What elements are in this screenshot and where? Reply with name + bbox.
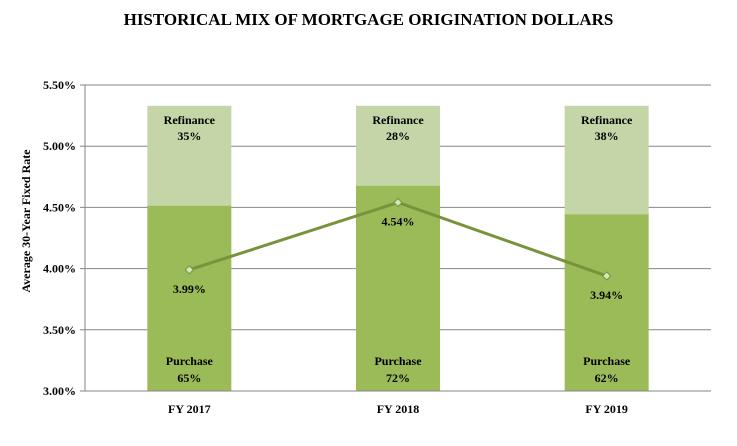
rate-line [184, 197, 612, 281]
purchase-name-label: Purchase [166, 354, 214, 368]
purchase-bar [356, 185, 440, 391]
x-tick-label: FY 2017 [168, 402, 211, 416]
axes: 3.00% 3.50% 4.00% 4.50% 5.00% 5.50% FY 2017 FY … [43, 78, 711, 416]
y-tick-label: 3.50% [43, 323, 76, 337]
refinance-name-label: Refinance [164, 113, 216, 127]
refinance-bar [356, 105, 440, 186]
rate-value-label: 3.94% [590, 288, 623, 302]
y-axis-title: Average 30-Year Fixed Rate [19, 149, 33, 293]
refinance-bar [147, 105, 232, 206]
y-tick-label: 5.50% [43, 78, 76, 92]
x-tick-label: FY 2019 [585, 402, 628, 416]
chart-title: HISTORICAL MIX OF MORTGAGE ORIGINATION D… [123, 10, 614, 29]
y-tick-label: 4.00% [43, 262, 76, 276]
purchase-share-label: 65% [177, 371, 201, 385]
y-tick-label: 4.50% [43, 200, 76, 214]
y-tick-label: 3.00% [43, 384, 76, 398]
refinance-name-label: Refinance [372, 113, 424, 127]
purchase-share-label: 72% [386, 371, 410, 385]
refinance-share-label: 38% [595, 129, 619, 143]
purchase-name-label: Purchase [374, 354, 422, 368]
refinance-bar [564, 105, 649, 215]
y-tick-label: 5.00% [43, 139, 76, 153]
purchase-name-label: Purchase [583, 354, 631, 368]
rate-value-label: 3.99% [173, 282, 206, 296]
stacked-bars [147, 105, 649, 391]
purchase-share-label: 62% [595, 371, 619, 385]
data-labels: Refinance 35% Purchase 65% Refinance 28% Purch… [164, 113, 633, 385]
rate-point [184, 265, 195, 275]
rate-point [601, 271, 612, 281]
refinance-name-label: Refinance [581, 113, 633, 127]
purchase-bar [147, 205, 232, 391]
refinance-share-label: 35% [177, 129, 201, 143]
purchase-bar [564, 214, 649, 391]
refinance-share-label: 28% [386, 129, 410, 143]
x-tick-label: FY 2018 [377, 402, 420, 416]
rate-point [393, 197, 403, 208]
rate-value-label: 4.54% [382, 215, 415, 229]
